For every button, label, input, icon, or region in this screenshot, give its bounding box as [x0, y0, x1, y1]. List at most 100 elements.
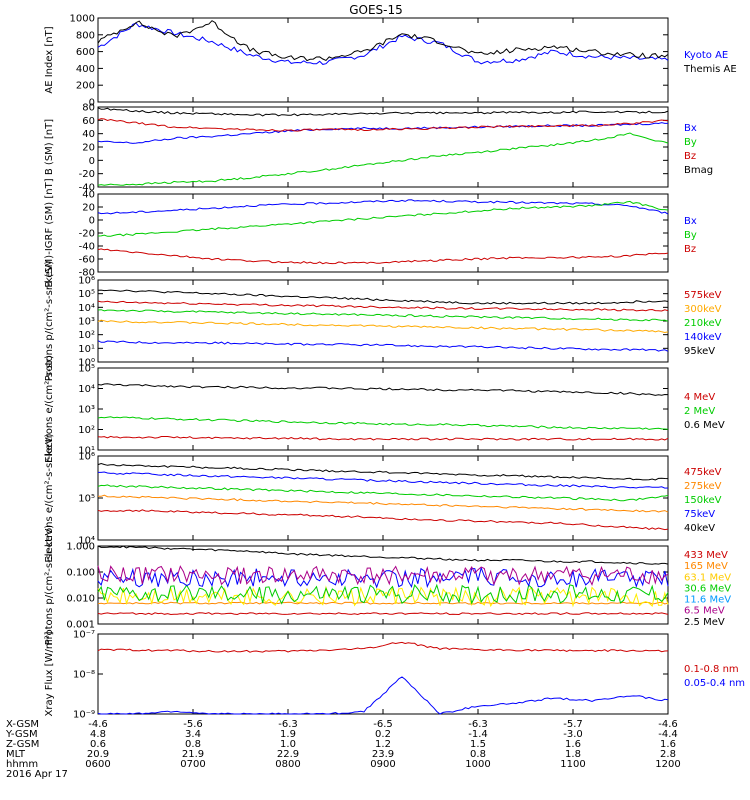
y-axis-label: Electrons e/(cm²-s-sr-keV): [44, 433, 55, 562]
panel-2: -40 -20 0 20 40 60 80 B (SM) [nT] Bx By Bz Bmag: [44, 103, 713, 194]
orbit-value: 0.2: [375, 729, 391, 740]
y-tick-label: 0.100: [66, 568, 95, 579]
series-line-bz: [97, 248, 669, 265]
series-line-11-6-mev: [97, 583, 669, 605]
legend-entry: 165 MeV: [684, 561, 728, 572]
y-tick-label: 80: [82, 103, 95, 114]
y-tick-label: 10¹: [78, 446, 95, 457]
orbit-value: 2.8: [660, 749, 676, 760]
y-tick-label: 600: [76, 47, 95, 58]
series-line-275kev: [97, 494, 669, 513]
y-tick-label: 10⁵: [78, 364, 95, 375]
series-line-575kev: [97, 289, 669, 305]
legend-entry: By: [684, 230, 697, 241]
orbit-value: 0800: [275, 759, 300, 770]
legend-entry: 575keV: [684, 290, 722, 301]
legend-entry: 475keV: [684, 467, 722, 478]
orbit-table: X-GSM -4.6 -5.6 -6.3 -6.5 -6.3 -5.7 -4.6 Y-GSM 4.…: [5, 719, 681, 780]
series-line-475kev: [97, 509, 669, 531]
y-tick-label: 10⁴: [78, 384, 95, 395]
legend-entry: 95keV: [684, 346, 715, 357]
series-line-433-mev: [97, 545, 669, 565]
legend-entry: 11.6 MeV: [684, 595, 731, 606]
orbit-value: 0.8: [185, 739, 201, 750]
series-line-75kev: [98, 471, 669, 489]
series-line-2-5-mev: [97, 565, 669, 586]
orbit-value: 1.8: [565, 749, 581, 760]
legend-entry: 2.5 MeV: [684, 617, 725, 628]
orbit-value: -1.4: [468, 729, 488, 740]
series-line-150kev: [97, 484, 669, 502]
y-tick-label: -40: [79, 183, 95, 194]
orbit-row-label: Z-GSM: [6, 739, 39, 750]
orbit-value: 0600: [85, 759, 110, 770]
panel-7: 0.001 0.010 0.100 1.000 Protons p/(cm²-s-sr-…: [44, 525, 731, 646]
orbit-value: 0.8: [470, 749, 486, 760]
orbit-value: 21.9: [182, 749, 204, 760]
y-axis-label: B (SM)-IGRF (SM) [nT]: [44, 178, 55, 287]
panel-5: 10¹ 10² 10³ 10⁴ 10⁵ Electrons e/(cm²-s-sr) 4 M…: [44, 355, 725, 463]
legend-entry: Bz: [684, 244, 696, 255]
legend-entry: Bz: [684, 151, 696, 162]
orbit-value: 1200: [655, 759, 680, 770]
legend-entry: 63.1 MeV: [684, 572, 731, 583]
y-tick-label: -20: [79, 169, 95, 180]
orbit-value: -4.6: [658, 719, 678, 730]
legend-entry: Bx: [684, 216, 697, 227]
orbit-value: 1.6: [660, 739, 676, 750]
orbit-value: -5.7: [563, 719, 583, 730]
panel-1: 0 200 400 600 800 1000 AE Index [nT] Kyoto AE Th…: [44, 14, 737, 109]
panel-4: 10⁰ 10¹ 10² 10³ 10⁴ 10⁵ 10⁶ Protons p/(cm²-s-sr…: [44, 261, 722, 382]
y-tick-label: 10²: [78, 425, 95, 436]
legend-entry: 0.05-0.4 nm: [684, 678, 745, 689]
orbit-row-label: Y-GSM: [5, 729, 38, 740]
series-line-kyoto-ae: [97, 22, 669, 65]
series-line-95kev: [97, 340, 669, 352]
orbit-value: 1.5: [470, 739, 486, 750]
y-tick-label: 0: [89, 156, 95, 167]
legend-entry: 75keV: [684, 509, 715, 520]
orbit-value: 1.2: [375, 739, 391, 750]
orbit-value: 0900: [370, 759, 395, 770]
series-line-40kev: [97, 462, 669, 481]
y-tick-label: 20: [82, 203, 95, 214]
orbit-value: -6.3: [278, 719, 298, 730]
legend-entry: 150keV: [684, 495, 722, 506]
series-line-0-1-0-8-nm: [97, 641, 669, 653]
orbit-value: -6.5: [373, 719, 393, 730]
orbit-value: -4.4: [658, 729, 678, 740]
series-line-bz: [97, 118, 669, 132]
legend-entry: 210keV: [684, 318, 722, 329]
legend-entry: 0.1-0.8 nm: [684, 664, 739, 675]
series-line-bmag: [97, 107, 669, 117]
y-tick-label: 1000: [70, 14, 95, 25]
y-tick-label: 10¹: [78, 344, 95, 355]
orbit-value: 1.9: [280, 729, 296, 740]
series-line-300kev: [97, 300, 669, 312]
panel-3: -80 -60 -40 -20 0 20 40 B (SM)-IGRF (SM) [nT] Bx…: [44, 178, 697, 287]
legend-entry: 2 MeV: [684, 406, 715, 417]
series-line-165-mev: [97, 612, 669, 616]
y-axis-label: Protons p/(cm²-s-sr-keV): [44, 525, 55, 646]
legend-entry: 0.6 MeV: [684, 420, 725, 431]
y-axis-label: Protons p/(cm²-s-sr-keV): [44, 261, 55, 382]
orbit-value: 23.9: [372, 749, 394, 760]
orbit-row-label: MLT: [6, 749, 26, 760]
orbit-value: -5.6: [183, 719, 203, 730]
legend-entry: 40keV: [684, 523, 715, 534]
y-tick-label: 10²: [78, 330, 95, 341]
legend-entry: 300keV: [684, 304, 722, 315]
y-tick-label: 10⁰: [78, 358, 95, 369]
y-tick-label: 1.000: [66, 542, 95, 553]
panel-8: 10⁻⁹ 10⁻⁸ 10⁻⁷ Xray Flux [W/m²] 0.1-0.8 nm 0.…: [44, 630, 745, 721]
y-tick-label: 400: [76, 64, 95, 75]
y-tick-label: 200: [76, 81, 95, 92]
y-tick-label: -20: [79, 229, 95, 240]
series-line-140kev: [97, 319, 669, 334]
y-tick-label: 10⁻⁸: [73, 670, 95, 681]
series-line-0-05-0-4-nm: [97, 676, 669, 715]
legend-entry: 140keV: [684, 332, 722, 343]
panel-frame: [97, 106, 669, 188]
